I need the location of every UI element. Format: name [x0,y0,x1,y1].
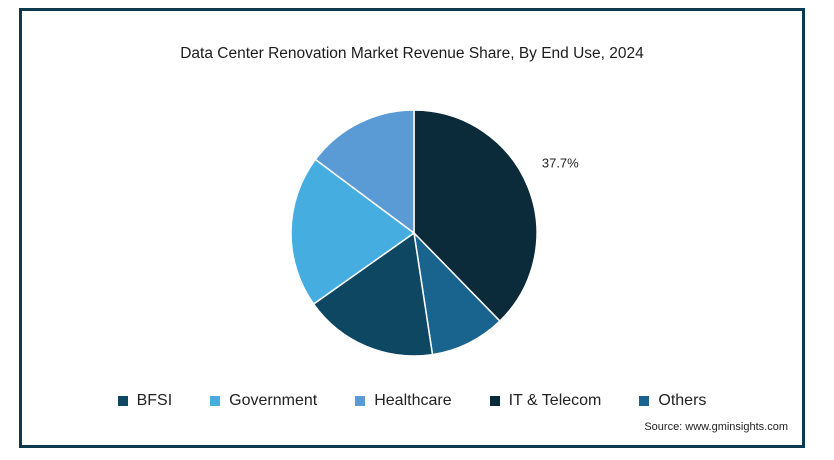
legend-swatch [355,396,366,406]
pie-slice-it-and-telecom [413,109,538,323]
chart-frame: Data Center Renovation Market Revenue Sh… [19,8,805,448]
legend-swatch [639,396,650,406]
pie-slice-others [412,230,501,356]
legend-item-it-and-telecom: IT & Telecom [489,392,602,410]
legend-label: Others [658,392,707,409]
legend-label: Government [229,392,318,409]
legend-label: BFSI [136,392,173,409]
legend-label: Healthcare [374,392,452,409]
pie-slice-government [290,158,416,306]
pie-slice-healthcare [314,109,415,235]
legend-item-government: Government [210,392,317,410]
pie-chart: 37.7% [290,109,579,357]
source-note: Source: www.gminsights.com [644,421,788,433]
legend-item-healthcare: Healthcare [355,392,452,410]
pie-slice-bfsi [312,231,434,357]
legend-item-bfsi: BFSI [117,392,173,410]
chart-legend: BFSI Government Healthcare IT & Telecom Othe… [22,392,802,410]
chart-title: Data Center Renovation Market Revenue Sh… [180,45,644,62]
legend-label: IT & Telecom [508,392,602,409]
data-label-it-and-telecom: 37.7% [542,156,579,171]
legend-swatch [210,396,221,406]
legend-item-others: Others [639,392,706,410]
legend-swatch [489,396,500,406]
legend-swatch [117,396,128,406]
